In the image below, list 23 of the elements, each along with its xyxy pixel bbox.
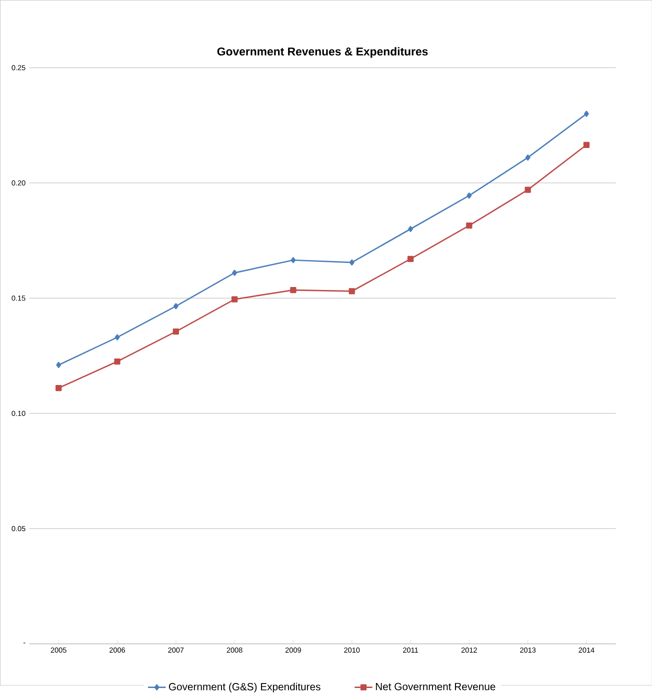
legend-label: Net Government Revenue xyxy=(376,682,496,690)
point xyxy=(524,186,531,193)
point xyxy=(584,110,589,117)
point xyxy=(114,334,120,340)
point xyxy=(231,296,238,302)
legend-label: Government (G&S) Expenditures xyxy=(168,682,320,692)
point xyxy=(55,384,62,392)
point xyxy=(232,270,237,276)
point xyxy=(525,154,530,161)
point xyxy=(583,142,590,148)
point xyxy=(173,303,178,310)
point xyxy=(349,259,354,266)
chart-title: Government Revenues & Expenditures xyxy=(217,47,428,58)
point xyxy=(408,226,413,232)
point xyxy=(172,328,179,335)
point xyxy=(466,222,472,229)
point xyxy=(348,288,355,294)
point xyxy=(290,257,296,264)
point xyxy=(466,192,472,199)
point xyxy=(114,358,120,365)
point xyxy=(56,362,61,368)
point xyxy=(407,256,414,262)
point xyxy=(290,287,296,294)
